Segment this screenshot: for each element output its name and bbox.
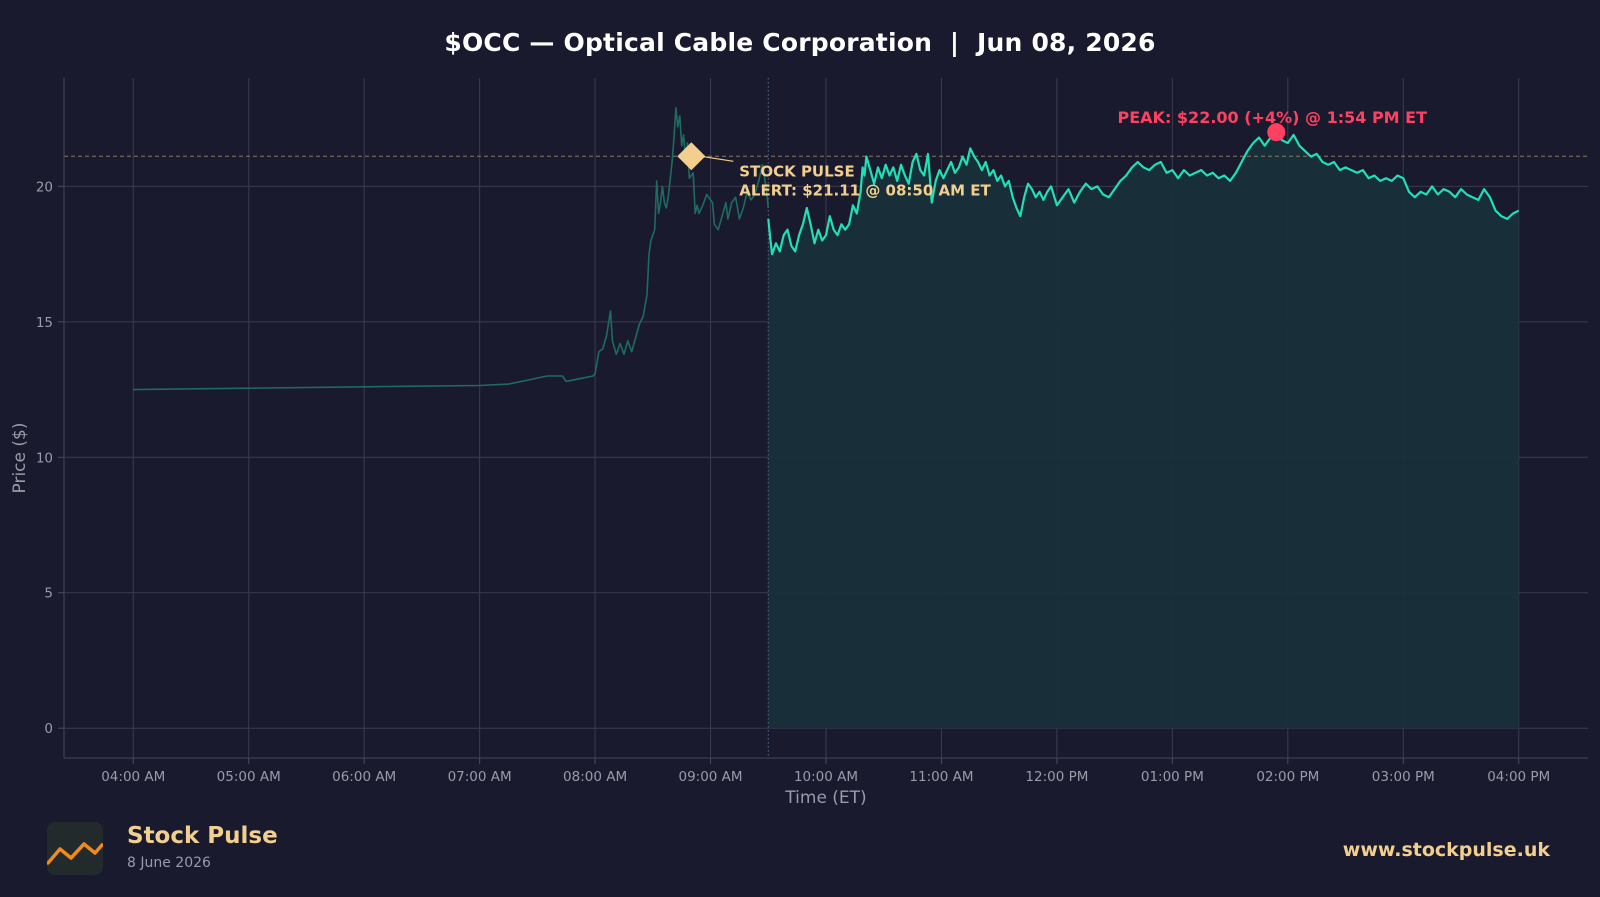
x-tick-label: 03:00 PM [1372,769,1435,785]
peak-label: PEAK: $22.00 (+4%) @ 1:54 PM ET [1118,108,1428,127]
brand-name: Stock Pulse [127,823,278,849]
y-tick-label: 10 [36,450,53,466]
regular-session-series-line [767,131,1520,256]
chart-title: $OCC — Optical Cable Corporation | Jun 0… [444,28,1156,57]
x-tick-label: 01:00 PM [1141,769,1204,785]
x-tick-label: 11:00 AM [909,769,973,785]
y-tick-label: 15 [36,315,53,331]
tick-labels: 04:00 AM 05:00 AM 06:00 AM 07:00 AM 08:00 AM… [36,179,1550,785]
x-tick-label: 08:00 AM [563,769,627,785]
x-tick-label: 04:00 PM [1487,769,1550,785]
y-tick-label: 0 [44,721,53,737]
x-tick-label: 02:00 PM [1256,769,1319,785]
peak-marker [1267,123,1286,142]
brand-date: 8 June 2026 [127,855,211,871]
alert-leader-line [701,155,734,162]
website-link[interactable]: www.stockpulse.uk [1342,839,1550,861]
y-axis-label: Price ($) [10,423,30,494]
x-tick-label: 10:00 AM [794,769,858,785]
y-tick-label: 20 [36,179,53,195]
x-tick-label: 07:00 AM [448,769,512,785]
x-tick-label: 06:00 AM [332,769,396,785]
y-tick-label: 5 [44,586,53,602]
x-axis-label: Time (ET) [784,788,866,808]
alert-marker [677,142,706,171]
x-tick-label: 09:00 AM [678,769,742,785]
alert-label-line1: STOCK PULSE [739,162,854,180]
trend-line-logo-icon [46,822,104,875]
x-tick-label: 04:00 AM [101,769,165,785]
peak-annotation: PEAK: $22.00 (+4%) @ 1:54 PM ET [1118,108,1428,142]
x-tick-label: 05:00 AM [217,769,281,785]
premarket-series-line [133,107,770,391]
alert-label-line2: ALERT: $21.11 @ 08:50 AM ET [739,181,991,199]
x-tick-label: 12:00 PM [1025,769,1088,785]
regular-session-fill [768,132,1519,729]
